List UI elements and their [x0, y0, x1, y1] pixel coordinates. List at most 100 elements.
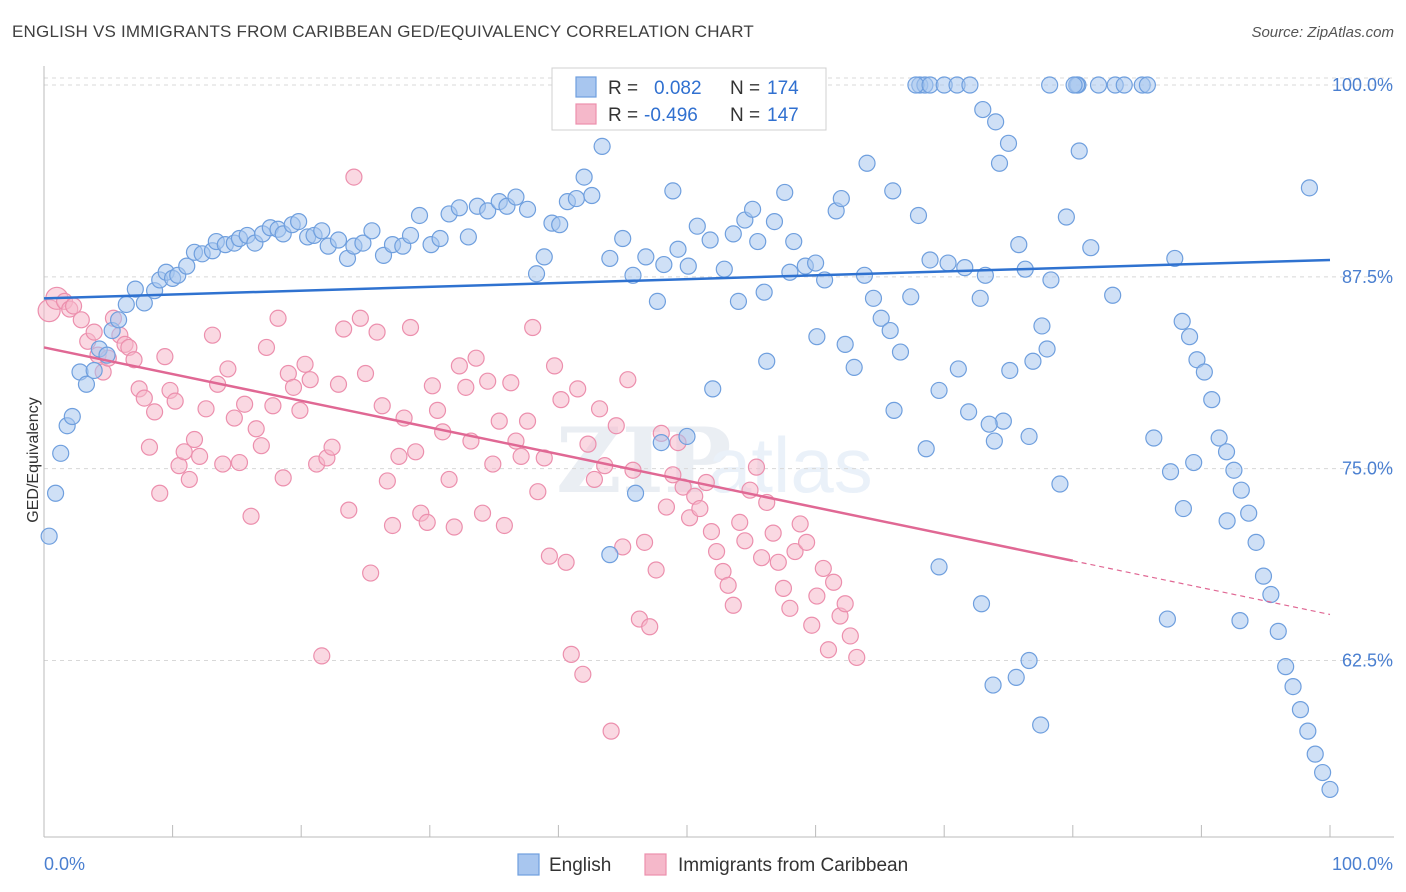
caribbean-point [518, 412, 537, 430]
caribbean-point [362, 564, 380, 582]
watermark-atlas: atlas [708, 421, 873, 509]
caribbean-point [467, 349, 485, 367]
caribbean-point [125, 351, 143, 369]
legend-english-swatch [575, 76, 597, 98]
caribbean-point [825, 573, 843, 591]
english-point [583, 186, 601, 205]
y-tick-label: 87.5% [1342, 267, 1393, 287]
english-point [984, 676, 1002, 694]
x-tick-label-end: 100.0% [1332, 854, 1393, 874]
caribbean-point [140, 438, 159, 456]
english-point [881, 321, 899, 340]
english-point [1145, 429, 1163, 447]
english-point [626, 484, 645, 502]
english-point [1104, 286, 1122, 304]
english-point [1291, 701, 1310, 719]
english-point [885, 401, 903, 419]
caribbean-point [423, 377, 441, 395]
english-point [891, 343, 910, 361]
english-point [902, 288, 920, 306]
english-point [1024, 352, 1042, 370]
caribbean-point [166, 392, 184, 410]
caribbean-point [724, 596, 742, 614]
caribbean-point [214, 455, 232, 473]
caribbean-point [585, 470, 604, 489]
caribbean-point [641, 618, 659, 636]
english-point [806, 254, 825, 272]
caribbean-point [479, 372, 497, 390]
y-tick-label: 62.5% [1342, 651, 1393, 671]
english-trend-line [43, 258, 1331, 300]
english-point [329, 231, 348, 249]
english-point [990, 154, 1009, 172]
english-point [1232, 481, 1250, 499]
caribbean-point [752, 549, 771, 567]
english-point [1231, 612, 1249, 630]
english-point [930, 558, 948, 576]
english-point [551, 216, 569, 234]
english-point [178, 257, 196, 275]
caribbean-point [383, 516, 402, 535]
chart-title: ENGLISH VS IMMIGRANTS FROM CARIBBEAN GED… [12, 22, 754, 41]
english-point [593, 137, 611, 156]
english-point [987, 113, 1005, 131]
english-point [1247, 533, 1265, 551]
caribbean-point [264, 397, 282, 415]
english-point [1210, 429, 1228, 447]
english-point [884, 182, 902, 200]
english-point [1020, 651, 1038, 670]
bottom-legend: English Immigrants from Caribbean [517, 853, 908, 876]
english-point [845, 358, 863, 376]
caribbean-point [185, 430, 204, 449]
english-point [40, 527, 58, 545]
caribbean-point [495, 516, 513, 535]
english-point [77, 375, 96, 393]
english-point [518, 200, 537, 218]
english-point [678, 427, 696, 446]
english-point [1007, 668, 1025, 686]
english-point [1240, 504, 1258, 522]
english-point [1218, 512, 1236, 530]
caribbean-point [707, 542, 726, 561]
english-point [858, 154, 876, 172]
caribbean-point [764, 524, 782, 542]
english-point [1185, 453, 1203, 472]
english-point [974, 100, 992, 119]
english-point [614, 229, 632, 248]
english-point [1070, 142, 1088, 160]
english-point [939, 254, 957, 272]
caribbean-point [356, 364, 375, 383]
english-points [40, 76, 1339, 799]
english-point [567, 189, 586, 208]
caribbean-point [731, 513, 749, 531]
caribbean-point [747, 458, 766, 476]
caribbean-point [242, 507, 260, 525]
english-point [724, 225, 742, 243]
caribbean-point [769, 553, 787, 571]
legend-caribbean-r-value: -0.496 [644, 105, 698, 126]
caribbean-point [569, 380, 587, 398]
caribbean-point [803, 616, 821, 634]
y-axis-title: GED/Equivalency [25, 397, 42, 522]
english-point [527, 265, 546, 283]
caribbean-point [301, 371, 319, 389]
caribbean-point [457, 378, 475, 396]
caribbean-point [156, 348, 174, 366]
bottom-legend-caribbean-label: Immigrants from Caribbean [678, 855, 908, 876]
caribbean-point [781, 599, 799, 617]
english-point [956, 259, 974, 277]
english-point [109, 311, 128, 329]
english-point [1195, 363, 1213, 381]
caribbean-point [72, 311, 90, 329]
english-point [535, 248, 553, 266]
caribbean-point [490, 412, 508, 430]
caribbean-point [473, 504, 492, 522]
caribbean-point [529, 483, 547, 501]
english-point [664, 182, 682, 200]
english-point [1180, 328, 1199, 346]
caribbean-point [390, 447, 408, 466]
english-point [46, 484, 65, 502]
caribbean-point [607, 417, 625, 435]
english-point [836, 335, 854, 353]
